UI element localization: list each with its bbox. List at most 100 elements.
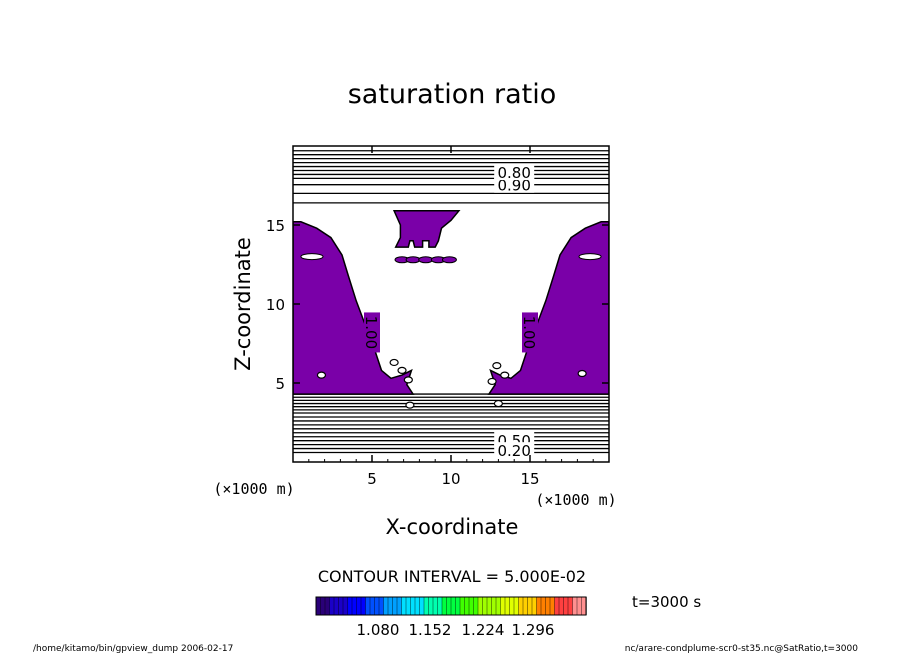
colorbar-cell <box>315 596 322 616</box>
footer-right: nc/arare-condplume-scr0-st35.nc@SatRatio… <box>625 644 859 654</box>
colorbar-cell <box>410 596 416 616</box>
colorbar-cell <box>401 596 407 616</box>
colorbar-cell <box>392 596 398 616</box>
colorbar-cell <box>549 596 556 616</box>
colorbar-cell <box>522 596 529 616</box>
y-unit-note: (×1000 m) <box>213 480 294 498</box>
contour-loop <box>405 401 415 409</box>
colorbar-cell <box>486 596 493 616</box>
time-label: t=3000 s <box>632 593 701 611</box>
contour-loop <box>500 371 510 379</box>
small-blob <box>405 256 421 264</box>
colorbar-cell <box>545 596 551 616</box>
x-unit-note: (×1000 m) <box>535 491 616 509</box>
contour-loop <box>493 399 503 408</box>
colorbar-cell <box>563 596 569 616</box>
colorbar-cell <box>495 596 502 616</box>
colorbar-cell <box>428 596 434 616</box>
colorbar-cell <box>396 596 403 616</box>
contour-loop <box>316 371 327 379</box>
colorbar-cell <box>482 596 488 616</box>
colorbar-tick-label: 1.080 <box>357 621 400 639</box>
contour-label-bg <box>494 176 535 193</box>
contour-label: 1.00 <box>520 316 538 349</box>
y-axis-label: Z-coordinate <box>231 237 255 371</box>
colorbar-cell <box>320 596 326 616</box>
contour-label-bg <box>494 164 535 181</box>
y-tick-label: 5 <box>275 375 285 393</box>
colorbar-cell <box>414 596 421 616</box>
colorbar-frame <box>315 596 587 616</box>
gap-ellipse <box>578 253 602 261</box>
colorbar-cell <box>518 596 524 616</box>
colorbar-cell <box>531 596 538 616</box>
colorbar-tick-label: 1.152 <box>409 621 452 639</box>
colorbar-cell <box>558 596 565 616</box>
shaded-region-right <box>487 221 609 395</box>
contour-label: 0.90 <box>497 177 530 195</box>
colorbar-cell <box>329 596 335 616</box>
y-tick-label: 15 <box>266 217 285 235</box>
colorbar-cell <box>455 596 461 616</box>
y-tick-label: 10 <box>266 296 285 314</box>
colorbar-cell <box>369 596 376 616</box>
colorbar-cell <box>338 596 344 616</box>
colorbar-cell <box>419 596 425 616</box>
contour-interval-text: CONTOUR INTERVAL = 5.000E-02 <box>318 567 586 586</box>
contour-label: 0.80 <box>497 164 530 182</box>
colorbar-cell <box>387 596 394 616</box>
small-blob <box>441 256 457 264</box>
chart-title: saturation ratio <box>348 79 557 110</box>
colorbar-cell <box>513 596 520 616</box>
gap-ellipse <box>300 253 324 261</box>
small-blob <box>418 256 434 264</box>
colorbar-cell <box>383 596 389 616</box>
colorbar-cell <box>500 596 506 616</box>
colorbar-cell <box>468 596 475 616</box>
colorbar-cell <box>446 596 452 616</box>
colorbar-cell <box>464 596 470 616</box>
colorbar-cell <box>324 596 331 616</box>
colorbar-cell <box>347 596 353 616</box>
contour-loop <box>487 377 497 386</box>
colorbar-cell <box>554 596 560 616</box>
colorbar-cell <box>540 596 547 616</box>
colorbar-cell <box>567 596 574 616</box>
colorbar-cell <box>360 596 367 616</box>
colorbar-cell <box>450 596 457 616</box>
colorbar-cell <box>374 596 380 616</box>
colorbar-cell <box>473 596 479 616</box>
colorbar-cell <box>509 596 515 616</box>
contour-loop <box>397 366 407 374</box>
contour-label-bg <box>364 312 380 353</box>
colorbar-cell <box>365 596 371 616</box>
x-tick-label: 5 <box>367 470 377 488</box>
colorbar-cell <box>572 596 578 616</box>
colorbar-cell <box>491 596 497 616</box>
colorbar-cell <box>504 596 511 616</box>
colorbar-cell <box>356 596 362 616</box>
colorbar-cell <box>437 596 443 616</box>
colorbar-cell <box>432 596 439 616</box>
contour-label: 0.20 <box>497 442 530 460</box>
contour-loop <box>403 376 413 384</box>
colorbar-cell <box>576 596 583 616</box>
colorbar-cell <box>459 596 466 616</box>
colorbar-tick-label: 1.224 <box>462 621 505 639</box>
colorbar-cell <box>527 596 533 616</box>
plot-contents: 0.900.801.00 1.000.500.20 <box>293 150 609 460</box>
colorbar-cell <box>423 596 430 616</box>
contour-loop <box>389 358 399 367</box>
colorbar-tick-label: 1.296 <box>512 621 555 639</box>
shaded-region-top <box>392 210 461 248</box>
contour-loop <box>577 369 587 378</box>
x-tick-label: 15 <box>520 470 539 488</box>
colorbar-cell <box>405 596 412 616</box>
colorbar-cell <box>342 596 349 616</box>
colorbar-cell <box>441 596 448 616</box>
contour-label: 1.00 <box>362 316 380 349</box>
x-axis-label: X-coordinate <box>386 515 519 539</box>
colorbar-cell <box>378 596 385 616</box>
colorbar-cell <box>536 596 542 616</box>
